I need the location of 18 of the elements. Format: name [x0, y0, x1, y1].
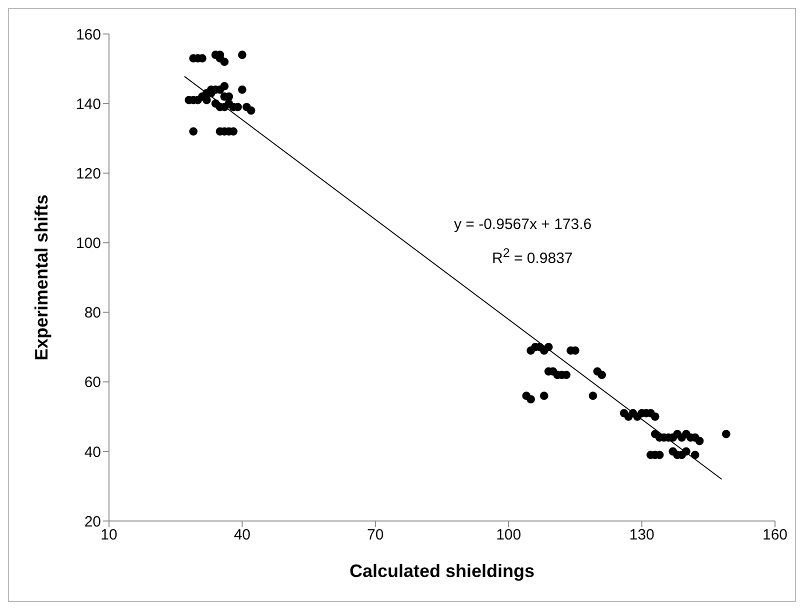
y-tick-label: 100 [76, 235, 101, 252]
y-tick-label: 80 [84, 304, 101, 322]
x-tick-label: 130 [629, 526, 654, 544]
annotation: R$^{2}$ = 0.9837 [492, 246, 573, 267]
y-tick-label: 60 [84, 374, 101, 392]
x-tick-label: 40 [234, 526, 251, 544]
y-tick-label: 20 [84, 513, 101, 530]
x-tick-label: 100 [496, 526, 522, 544]
annotation: y = -0.9567x + 173.6 [454, 216, 592, 233]
x-tick-label: 70 [367, 526, 384, 544]
x-axis-title: Calculated shieldings [349, 561, 535, 581]
x-tick-label: 10 [100, 526, 118, 544]
y-tick-label: 40 [84, 444, 101, 461]
y-axis-title: Experimental shifts [31, 194, 52, 361]
y-tick-label: 120 [76, 165, 101, 182]
y-tick-label: 140 [76, 96, 101, 113]
y-tick-label: 160 [76, 26, 101, 44]
x-tick-label: 160 [762, 526, 788, 544]
